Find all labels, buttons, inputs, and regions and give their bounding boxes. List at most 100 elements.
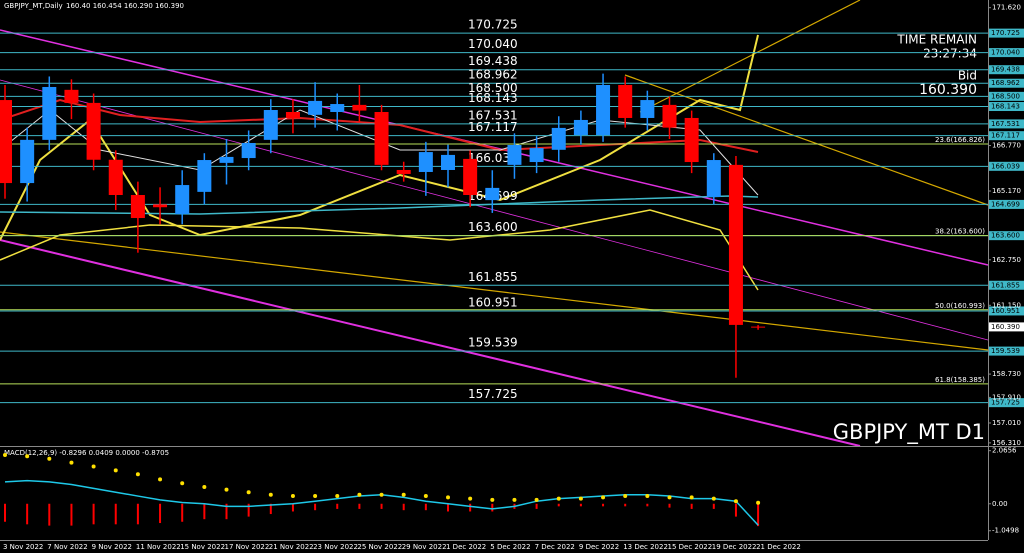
y-tick-label: 158.730 [992,370,1021,378]
y-tick-label: 2.0656 [992,447,1017,455]
axis-box [989,91,1024,101]
macd-title: MACD(12,26,9) -0.8296 0.0409 0.0000 -0.8… [4,449,169,457]
x-tick-label: 11 Nov 2022 [136,543,181,551]
axis-box-label: 168.962 [991,79,1020,87]
y-tick-label: 157.010 [992,419,1021,427]
candle-body [573,119,588,136]
x-tick-label: 23 Nov 2022 [313,543,358,551]
axis-box-label: 160.951 [991,307,1020,315]
x-tick-label: 9 Dec 2022 [579,543,619,551]
candle-body [529,148,544,163]
y-tick-label: 0.00 [992,500,1008,508]
axis-box [989,199,1024,209]
candle-body [596,84,611,136]
candle-body [219,156,234,163]
axis-box-label: 168.143 [991,103,1020,111]
candle-body [330,104,345,112]
y-tick-label: 162.750 [992,256,1021,264]
signal-dot [313,494,318,499]
fib-label: 50.0(160.993) [935,302,985,310]
x-tick-label: 15 Nov 2022 [180,543,225,551]
signal-dot [180,481,185,486]
axis-box [989,280,1024,290]
candle-body [175,185,190,215]
candle-body [684,117,699,163]
signal-dot [379,492,384,497]
signal-dot [733,499,738,504]
signal-dot [290,494,295,499]
signal-dot [601,495,606,500]
candle-body [263,110,278,140]
candle-body [396,169,411,174]
signal-dot [578,496,583,501]
signal-dot [490,497,495,502]
candle-body [285,111,300,118]
x-tick-label: 5 Dec 2022 [490,543,530,551]
x-tick-label: 13 Dec 2022 [623,543,668,551]
axis-box [989,48,1024,58]
x-tick-label: 9 Nov 2022 [92,543,132,551]
axis-box [989,102,1024,112]
x-tick-label: 19 Dec 2022 [712,543,757,551]
axis-box-label: 167.531 [991,120,1020,128]
y-tick-label: 156.310 [992,439,1021,447]
level-label: 159.539 [468,336,518,350]
x-tick-label: 3 Nov 2022 [3,543,43,551]
axis-box [989,119,1024,129]
candle-body [64,89,79,103]
signal-dot [512,497,517,502]
axis-box-label: 163.600 [991,232,1020,240]
axis-box-label: 157.725 [991,399,1020,407]
axis-box [989,131,1024,141]
signal-dot [202,485,207,490]
axis-box-label: 159.539 [991,347,1020,355]
level-label: 167.531 [468,108,518,122]
axis-box-label: 164.699 [991,200,1020,208]
x-tick-label: 21 Dec 2022 [756,543,801,551]
y-tick-label: 171.620 [992,4,1021,12]
x-tick-label: 21 Nov 2022 [269,543,314,551]
signal-dot [645,494,650,499]
signal-dot [268,492,273,497]
candle-body [241,142,256,159]
signal-dot [711,496,716,501]
chart-title: GBPJPY_MT,Daily [4,2,63,10]
candle-body [130,195,145,219]
fib-label: 38.2(163.600) [935,228,985,236]
x-tick-label: 15 Dec 2022 [668,543,713,551]
level-label: 170.725 [468,18,518,32]
signal-dot [534,497,539,502]
candle-body [153,204,168,208]
trendline [639,0,861,113]
trendline [0,239,861,447]
candle-body [42,86,57,140]
axis-box [989,65,1024,75]
candle-body [86,102,101,160]
y-tick-label: 161.150 [992,301,1021,309]
y-tick-label: 157.910 [992,393,1021,401]
candle-body [374,111,389,165]
candle-body [20,139,35,184]
x-tick-label: 7 Dec 2022 [535,543,575,551]
signal-dot [224,487,229,492]
bid-box [989,322,1024,332]
signal-dot [689,495,694,500]
axis-box-label: 170.040 [991,49,1020,57]
candle-body [418,152,433,172]
candle-body [662,104,677,128]
signal-dot [3,452,7,457]
candle-body [463,158,478,196]
axis-box [989,398,1024,408]
y-tick-label: 166.770 [992,142,1021,150]
level-label: 170.040 [468,37,518,51]
signal-dot [623,494,628,499]
level-label: 161.855 [468,270,518,284]
level-label: 163.600 [468,220,518,234]
candle-body [0,100,12,184]
candle-body [308,100,323,115]
axis-box [989,306,1024,316]
info-value: 160.390 [919,82,977,98]
signal-dot [401,492,406,497]
